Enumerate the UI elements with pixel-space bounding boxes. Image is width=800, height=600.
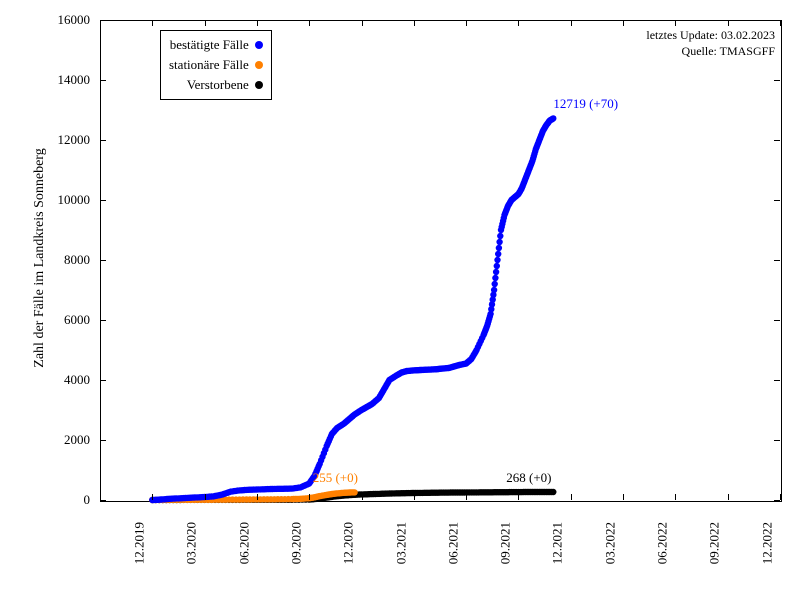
x-tick-label: 06.2021 — [445, 522, 461, 564]
y-tick-label: 14000 — [0, 72, 90, 88]
legend-item: Verstorbene — [169, 75, 263, 95]
x-tick-label: 06.2020 — [236, 522, 252, 564]
info-source: Quelle: TMASGFF — [682, 44, 775, 59]
chart-container: 020004000600080001000012000140001600012.… — [0, 0, 800, 600]
x-tick-label: 09.2020 — [288, 522, 304, 564]
legend-label: Verstorbene — [187, 77, 249, 93]
y-tick-label: 16000 — [0, 12, 90, 28]
info-update: letztes Update: 03.02.2023 — [646, 28, 775, 43]
annotation-hospitalized: 255 (+0) — [313, 470, 358, 486]
x-tick-label: 12.2019 — [131, 522, 147, 564]
x-tick-label: 06.2022 — [654, 522, 670, 564]
annotation-deceased: 268 (+0) — [506, 470, 551, 486]
legend-item: bestätigte Fälle — [169, 35, 263, 55]
legend-marker — [255, 61, 263, 69]
legend-marker — [255, 41, 263, 49]
legend-label: stationäre Fälle — [169, 57, 249, 73]
x-tick-label: 03.2020 — [184, 522, 200, 564]
legend-item: stationäre Fälle — [169, 55, 263, 75]
y-tick-label: 2000 — [0, 432, 90, 448]
series — [149, 115, 556, 503]
annotation-confirmed: 12719 (+70) — [553, 96, 618, 112]
x-tick-label: 03.2021 — [393, 522, 409, 564]
x-tick-label: 09.2021 — [497, 522, 513, 564]
y-tick-label: 0 — [0, 492, 90, 508]
x-tick-label: 12.2022 — [759, 522, 775, 564]
x-tick-label: 03.2022 — [602, 522, 618, 564]
x-tick-label: 09.2022 — [707, 522, 723, 564]
y-axis-label: Zahl der Fälle im Landkreis Sonneberg — [32, 128, 48, 388]
x-tick-label: 12.2020 — [340, 522, 356, 564]
legend-marker — [255, 81, 263, 89]
x-tick-label: 12.2021 — [550, 522, 566, 564]
legend: bestätigte Fälle stationäre Fälle Verstorb… — [160, 30, 272, 100]
chart-svg — [0, 0, 800, 600]
legend-label: bestätigte Fälle — [170, 37, 249, 53]
